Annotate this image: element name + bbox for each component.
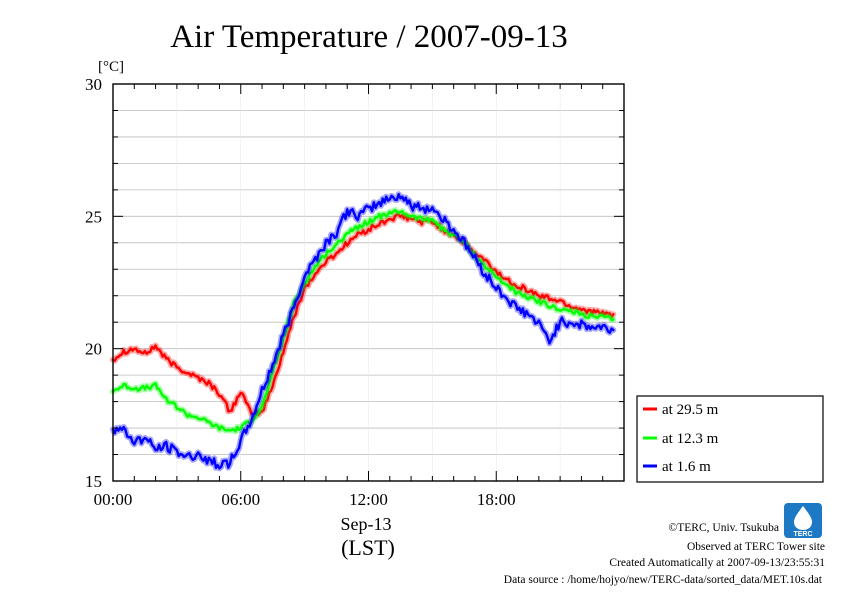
x-axis-date-label: Sep-13 bbox=[341, 514, 392, 534]
copyright-text: ©TERC, Univ. Tsukuba bbox=[669, 522, 779, 534]
chart-title: Air Temperature / 2007-09-13 bbox=[170, 19, 568, 55]
series-line-0 bbox=[111, 213, 615, 418]
x-axis: 00:00 06:00 12:00 18:00 bbox=[94, 84, 625, 509]
y-tick-label: 25 bbox=[85, 207, 102, 226]
legend: at 29.5 m at 12.3 m at 1.6 m bbox=[636, 395, 824, 483]
x-tick-label: 00:00 bbox=[94, 490, 133, 509]
water-drop-icon bbox=[794, 506, 812, 530]
data-source-text: Data source : /home/hojyo/new/TERC-data/… bbox=[504, 574, 823, 586]
x-tick-label: 12:00 bbox=[349, 490, 388, 509]
series-line-1 bbox=[111, 208, 615, 433]
y-axis-unit-label: [°C] bbox=[98, 59, 124, 75]
series-layer bbox=[110, 191, 617, 472]
legend-box bbox=[636, 395, 824, 483]
y-tick-label: 20 bbox=[85, 340, 102, 359]
series-line-2 bbox=[111, 192, 615, 470]
legend-label-12-3m: at 12.3 m bbox=[662, 431, 719, 447]
terc-logo: TERC bbox=[784, 503, 822, 538]
gridlines bbox=[113, 84, 624, 481]
y-tick-label: 15 bbox=[85, 472, 102, 491]
observation-site-text: Observed at TERC Tower site bbox=[687, 541, 825, 553]
y-tick-label: 30 bbox=[85, 75, 102, 94]
terc-logo-text: TERC bbox=[793, 531, 812, 538]
x-tick-label: 06:00 bbox=[221, 490, 260, 509]
x-tick-label: 18:00 bbox=[477, 490, 516, 509]
created-time-text: Created Automatically at 2007-09-13/23:5… bbox=[609, 557, 825, 569]
legend-label-29-5m: at 29.5 m bbox=[662, 402, 719, 418]
x-axis-timezone-label: (LST) bbox=[341, 535, 395, 560]
legend-label-1-6m: at 1.6 m bbox=[662, 459, 711, 475]
y-axis: 15 20 25 30 bbox=[85, 75, 624, 491]
